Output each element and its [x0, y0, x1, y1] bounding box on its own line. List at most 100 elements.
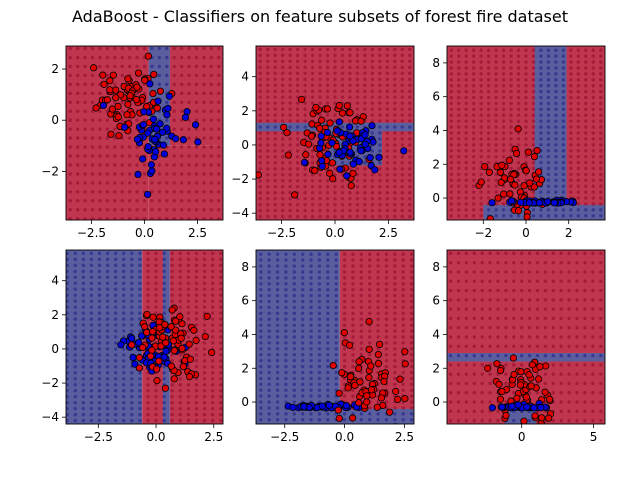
grid-dot [393, 418, 397, 422]
grid-dot [501, 154, 506, 159]
grid-dot [97, 377, 102, 381]
grid-dot [218, 263, 223, 268]
grid-dot [66, 317, 69, 321]
grid-dot [186, 257, 191, 262]
grid-dot [479, 113, 483, 117]
grid-dot [584, 190, 588, 194]
y-tick-label: 0 [51, 113, 59, 127]
grid-dot [494, 89, 498, 94]
grid-dot [81, 418, 86, 423]
grid-dot [456, 409, 461, 414]
grid-dot [546, 178, 551, 183]
grid-dot [326, 305, 330, 310]
grid-dot [471, 166, 476, 171]
grid-dot [480, 307, 484, 311]
grid-dot [449, 113, 453, 117]
grid-dot [273, 65, 277, 70]
grid-dot [575, 251, 579, 256]
grid-dot [288, 185, 292, 189]
grid-dot [303, 83, 307, 87]
grid-dot [259, 323, 263, 327]
grid-dot [258, 208, 262, 213]
data-point [304, 140, 313, 148]
grid-dot [471, 214, 476, 218]
grid-dot [326, 287, 330, 292]
grid-dot [449, 184, 453, 188]
grid-dot [448, 251, 453, 256]
grid-dot [551, 326, 555, 330]
grid-dot [591, 418, 595, 423]
data-point [520, 417, 528, 424]
grid-dot [162, 263, 166, 268]
grid-dot [288, 83, 292, 87]
grid-dot [480, 363, 484, 367]
grid-dot [393, 179, 397, 183]
grid-dot [273, 59, 277, 64]
grid-dot [273, 173, 277, 177]
grid-dot [318, 77, 322, 81]
grid-dot [378, 167, 382, 171]
grid-dot [146, 299, 150, 303]
grid-dot [273, 101, 277, 105]
grid-dot [98, 208, 102, 212]
grid-dot [471, 137, 476, 141]
grid-dot [457, 131, 461, 135]
grid-dot [351, 364, 355, 369]
grid-dot [472, 353, 476, 358]
x-tick-label: 2.5 [204, 430, 223, 444]
grid-dot [449, 101, 453, 106]
grid-dot [258, 119, 262, 123]
grid-dot [165, 199, 169, 203]
grid-dot [509, 119, 513, 123]
data-point [363, 398, 371, 406]
grid-dot [472, 400, 476, 404]
grid-dot [583, 344, 587, 348]
grid-dot [512, 391, 516, 395]
grid-dot [363, 71, 367, 75]
grid-dot [113, 341, 118, 345]
grid-dot [218, 293, 223, 297]
grid-dot [105, 46, 110, 51]
grid-dot [480, 251, 484, 256]
grid-dot [288, 202, 292, 207]
grid-dot [68, 217, 72, 220]
grid-dot [179, 109, 184, 113]
grid-dot [509, 48, 513, 52]
grid-dot [127, 163, 132, 167]
grid-dot [275, 311, 280, 316]
grid-dot [273, 155, 277, 159]
grid-dot [480, 279, 484, 283]
grid-dot [486, 107, 491, 112]
grid-dot [464, 60, 468, 64]
grid-dot [162, 371, 166, 375]
grid-dot [575, 260, 579, 265]
grid-dot [122, 389, 126, 393]
grid-dot [318, 95, 322, 99]
grid-dot [326, 293, 330, 298]
grid-dot [267, 287, 271, 292]
grid-dot [559, 353, 563, 358]
grid-dot [157, 82, 162, 87]
grid-dot [408, 47, 412, 52]
grid-dot [170, 418, 174, 423]
grid-dot [546, 184, 551, 188]
data-point [154, 97, 162, 105]
grid-dot [288, 53, 292, 58]
grid-dot [284, 317, 288, 321]
grid-dot [370, 173, 375, 177]
grid-dot [471, 66, 476, 70]
grid-dot [210, 257, 215, 262]
grid-dot [598, 288, 603, 293]
grid-dot [576, 208, 581, 212]
grid-dot [448, 326, 453, 330]
grid-dot [359, 287, 364, 292]
grid-dot [363, 83, 367, 87]
grid-dot [162, 400, 166, 405]
grid-dot [385, 155, 390, 159]
grid-dot [486, 149, 491, 153]
grid-dot [292, 317, 297, 321]
grid-dot [408, 202, 412, 207]
grid-dot [98, 64, 102, 69]
grid-dot [546, 143, 551, 147]
